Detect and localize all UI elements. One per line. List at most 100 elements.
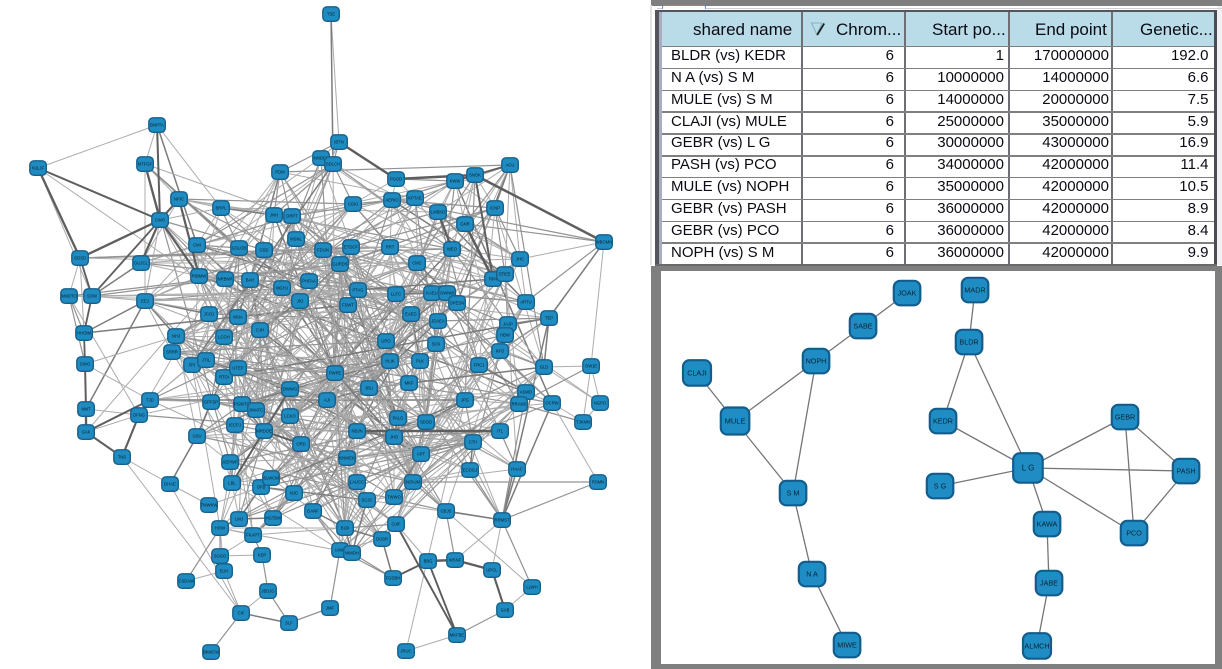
svg-text:JDAEA: JDAEA: [431, 319, 445, 324]
svg-text:MADR: MADR: [964, 286, 985, 295]
svg-text:CMC: CMC: [412, 261, 422, 266]
svg-text:LMBKD: LMBKD: [431, 210, 445, 215]
svg-text:SPESN: SPESN: [450, 301, 464, 306]
svg-text:OWJE: OWJE: [585, 364, 597, 369]
svg-text:SLWCM: SLWCM: [263, 476, 279, 481]
svg-text:SRRR: SRRR: [166, 350, 178, 355]
svg-text:TEP: TEP: [545, 316, 553, 321]
svg-text:CMI: CMI: [193, 243, 201, 248]
svg-text:GURDS: GURDS: [332, 262, 347, 267]
svg-text:ICNP: ICNP: [490, 206, 500, 211]
svg-text:FDIJN: FDIJN: [317, 248, 329, 253]
svg-text:UTEP: UTEP: [232, 366, 243, 371]
svg-text:KEDR: KEDR: [933, 417, 953, 426]
svg-text:CIF: CIF: [238, 611, 245, 616]
svg-text:PLK: PLK: [416, 359, 424, 364]
svg-text:GPFSP: GPFSP: [204, 400, 218, 405]
svg-text:KWW: KWW: [450, 179, 461, 184]
svg-text:LBL: LBL: [228, 481, 236, 486]
svg-text:CSDAM: CSDAM: [178, 579, 194, 584]
svg-text:GAB: GAB: [501, 608, 510, 613]
svg-text:UPCL: UPCL: [486, 568, 498, 573]
svg-text:GAK: GAK: [82, 430, 91, 435]
svg-text:JIO: JIO: [297, 299, 304, 304]
svg-text:EREE: EREE: [499, 272, 511, 277]
svg-text:MULE: MULE: [725, 417, 746, 426]
svg-text:GUJCL: GUJCL: [134, 261, 148, 266]
svg-text:ARTU: ARTU: [520, 300, 531, 305]
svg-text:OJIF: OJIF: [391, 522, 401, 527]
svg-text:LAUCC: LAUCC: [350, 480, 364, 485]
svg-text:IECPJ: IECPJ: [229, 423, 241, 428]
svg-text:LLWH: LLWH: [526, 585, 537, 590]
svg-text:NOIUM: NOIUM: [406, 480, 420, 485]
svg-text:GDSD: GDSD: [74, 256, 86, 261]
svg-text:JPG: JPG: [461, 398, 469, 403]
svg-text:BLDR: BLDR: [959, 338, 978, 347]
svg-text:GWO: GWO: [80, 362, 91, 367]
svg-text:DHAE: DHAE: [164, 482, 176, 487]
svg-text:RTOI: RTOI: [219, 375, 229, 380]
svg-text:TMWKW: TMWKW: [201, 503, 218, 508]
svg-text:GSU: GSU: [192, 434, 201, 439]
svg-text:N A: N A: [806, 570, 818, 579]
svg-text:WEO: WEO: [447, 247, 458, 252]
svg-text:HLIK: HLIK: [385, 359, 395, 364]
svg-text:FGDBH: FGDBH: [386, 576, 401, 581]
svg-text:NJC: NJC: [290, 491, 298, 496]
svg-text:PDM: PDM: [275, 170, 285, 175]
svg-text:PWPE: PWPE: [329, 371, 342, 376]
svg-text:KAWA: KAWA: [1037, 520, 1058, 529]
svg-text:KNWEK: KNWEK: [339, 456, 355, 461]
svg-text:PGOD: PGOD: [390, 177, 402, 182]
svg-text:KFO: KFO: [496, 349, 505, 354]
svg-text:MNDTO: MNDTO: [61, 294, 77, 299]
svg-text:PTAG: PTAG: [352, 288, 363, 293]
svg-text:RRANS: RRANS: [512, 402, 527, 407]
svg-text:MIWE: MIWE: [837, 641, 857, 650]
svg-text:OFB: OFB: [257, 485, 266, 490]
svg-text:NBJN: NBJN: [352, 429, 363, 434]
svg-text:URO: URO: [381, 339, 391, 344]
svg-text:DFNG: DFNG: [133, 413, 145, 418]
svg-text:TJD: TJD: [146, 398, 154, 403]
svg-text:AJI: AJI: [324, 398, 330, 403]
svg-text:NPIC: NPIC: [174, 197, 184, 202]
svg-text:SOGO: SOGO: [214, 554, 227, 559]
svg-text:GSLOB: GSLOB: [232, 246, 247, 251]
svg-text:CWO: CWO: [155, 218, 166, 223]
svg-text:NHJ: NHJ: [172, 334, 180, 339]
svg-text:DRPT: DRPT: [286, 214, 298, 219]
svg-text:IANF: IANF: [335, 548, 345, 553]
svg-text:PGWTO: PGWTO: [234, 402, 250, 407]
svg-text:MRDOE: MRDOE: [256, 429, 272, 434]
svg-text:SCJC: SCJC: [362, 498, 373, 503]
svg-text:SCK: SCK: [432, 342, 441, 347]
svg-text:BIJII: BIJII: [341, 526, 349, 531]
svg-text:PALG: PALG: [393, 416, 404, 421]
svg-text:PASH: PASH: [1176, 467, 1195, 476]
svg-text:CTH: CTH: [469, 440, 478, 445]
svg-text:JBU: JBU: [365, 386, 373, 391]
svg-text:JCOJ: JCOJ: [204, 312, 214, 317]
svg-text:GBJS: GBJS: [441, 509, 452, 514]
svg-text:AEPWF: AEPWF: [223, 460, 238, 465]
svg-text:KEP: KEP: [258, 553, 267, 558]
svg-text:MKF: MKF: [405, 381, 414, 386]
svg-text:TWWO: TWWO: [387, 495, 401, 500]
svg-text:NGPO: NGPO: [594, 401, 607, 406]
svg-text:FKAPT: FKAPT: [246, 533, 260, 538]
svg-text:WMDH: WMDH: [345, 551, 359, 556]
svg-text:GNR: GNR: [460, 222, 469, 227]
svg-text:JABE: JABE: [1040, 579, 1058, 588]
svg-text:HBW: HBW: [500, 333, 510, 338]
svg-text:LLFC: LLFC: [391, 292, 401, 297]
svg-text:L G: L G: [1022, 464, 1035, 473]
svg-text:JRUC: JRUC: [400, 649, 411, 654]
svg-text:DUSR: DUSR: [376, 537, 388, 542]
svg-text:CGKI: CGKI: [348, 202, 358, 207]
svg-text:OCRW: OCRW: [545, 401, 558, 406]
svg-text:SOW: SOW: [87, 294, 97, 299]
svg-text:MGHJ: MGHJ: [276, 286, 288, 291]
svg-text:LCKO: LCKO: [284, 414, 296, 419]
